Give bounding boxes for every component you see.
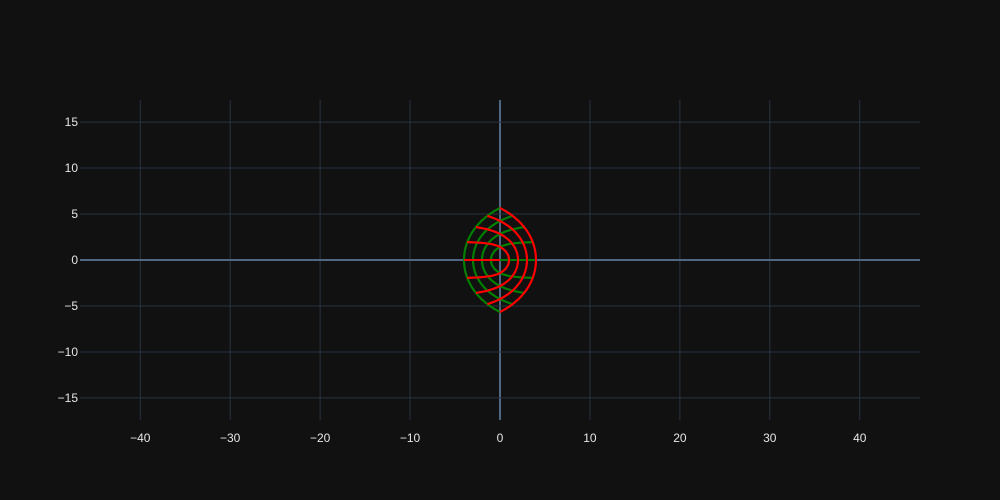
x-tick-label: 20 xyxy=(673,431,687,445)
series-layer xyxy=(463,207,537,313)
grid-layer xyxy=(80,100,920,420)
y-tick-label: 0 xyxy=(71,253,78,267)
series-line-constant-x xyxy=(499,207,537,313)
x-tick-label: −30 xyxy=(220,431,241,445)
y-tick-label: −10 xyxy=(58,345,79,359)
y-tick-label: −5 xyxy=(64,299,78,313)
y-tick-label: 10 xyxy=(65,161,79,175)
series-line-constant-x xyxy=(487,214,528,306)
series-line-constant-x xyxy=(467,241,510,279)
series-line-constant-x xyxy=(475,226,519,294)
y-tick-label: −15 xyxy=(58,391,79,405)
y-tick-label: 5 xyxy=(71,207,78,221)
tick-layer: −40 −30 −20 −10 0 10 20 30 40 −15 −10 −5 0 5 10 15 xyxy=(58,115,867,445)
x-tick-label: −10 xyxy=(400,431,421,445)
x-tick-label: 40 xyxy=(853,431,867,445)
x-tick-label: 10 xyxy=(583,431,597,445)
y-tick-label: 15 xyxy=(65,115,79,129)
x-tick-label: 30 xyxy=(763,431,777,445)
x-tick-label: −20 xyxy=(310,431,331,445)
x-tick-label: 0 xyxy=(497,431,504,445)
x-tick-label: −40 xyxy=(130,431,151,445)
